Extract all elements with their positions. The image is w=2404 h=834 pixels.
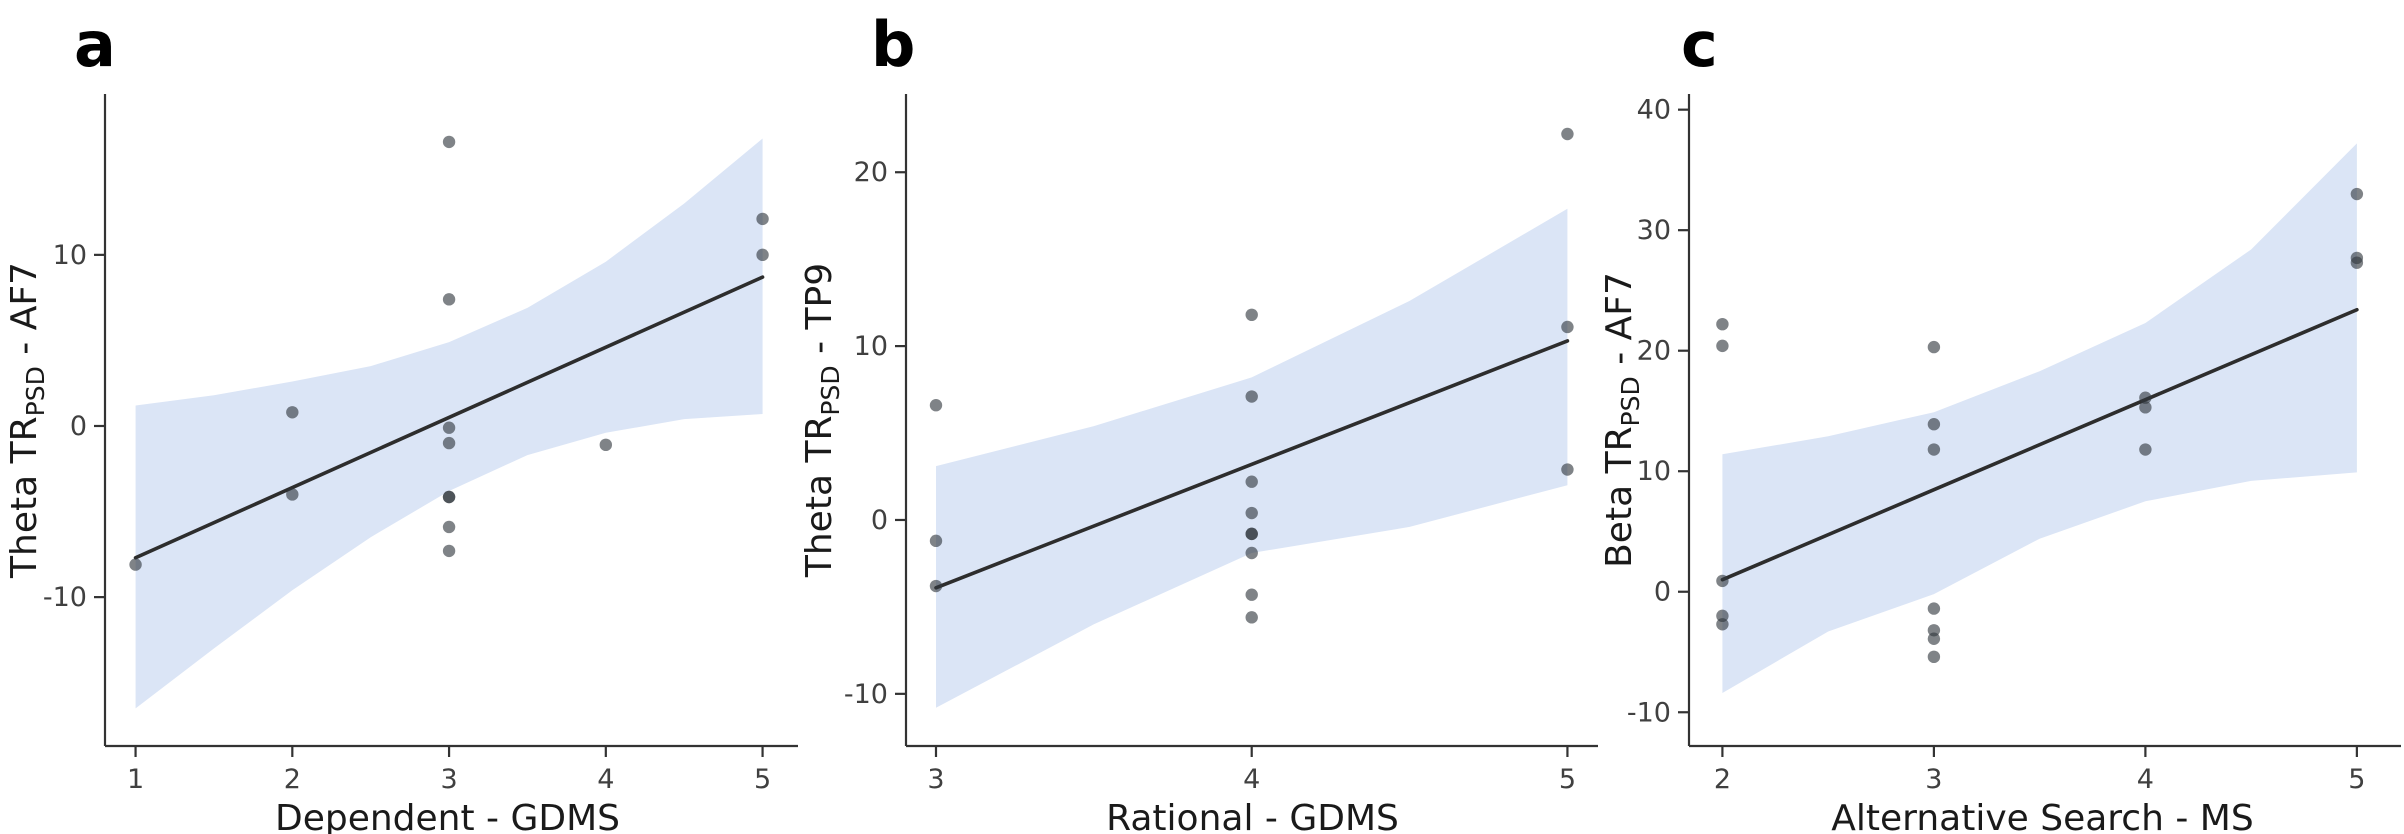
panel-b: 3 4 5 -10 0 10 20 Rational - GDMS Theta TRPSD - … [801,0,1601,834]
y-tick-label: -10 [1627,697,1671,728]
data-point [1245,546,1258,560]
x-axis-title: Dependent - GDMS [275,798,620,834]
data-point [442,490,456,504]
x-tick-label: 5 [1559,764,1576,795]
data-point [2139,401,2152,414]
regression-line [1720,307,2359,582]
y-tick-label: 0 [871,505,888,536]
data-point [286,406,299,419]
y-tick-label: 10 [1637,456,1671,487]
confidence-band [936,208,1568,708]
data-point [929,399,943,412]
scatter-chart-a: 1 2 3 4 5 -10 0 10 Dependent - GDMS Theta TRPSD -… [4,8,798,834]
data-point [1716,574,1729,588]
confidence-band [1722,143,2357,693]
x-tick-label: 2 [284,764,301,795]
data-point [1561,463,1574,476]
data-point [2350,187,2364,201]
data-point [1927,340,1941,354]
panel-a: 1 2 3 4 5 -10 0 10 Dependent - GDMS Theta TRPSD -… [0,0,801,834]
data-point [1561,127,1574,141]
panel-letter: b [871,8,915,81]
data-point [442,436,456,450]
data-point [1245,588,1258,601]
data-point [1245,390,1258,403]
x-tick-label: 3 [1925,764,1942,795]
x-tick-label: 4 [1243,764,1260,795]
y-tick-label: 0 [1654,577,1671,608]
data-point [1245,308,1258,322]
data-point [1245,475,1258,488]
data-point [2350,256,2364,269]
data-point [1927,650,1941,664]
y-tick-label: -10 [43,582,87,613]
data-point [442,544,456,558]
x-tick-label: 5 [2348,764,2365,795]
y-tick-label: 0 [70,411,87,442]
data-point [1927,632,1941,645]
y-axis-title: Theta TRPSD - AF7 [4,262,50,579]
data-point [1561,320,1574,334]
data-point [1245,506,1258,520]
data-point [1245,611,1258,624]
y-axis-title-subscript: PSD [816,365,845,415]
data-point [599,438,613,452]
data-point [442,520,456,534]
data-point [1245,527,1258,541]
x-axis-title: Rational - GDMS [1106,798,1399,834]
y-axis-title: Theta TRPSD - TP9 [801,263,845,578]
data-point [442,421,456,434]
y-tick-label: -10 [844,679,888,710]
data-point [2139,391,2152,404]
regression-line [934,339,1570,590]
y-axis-title-subscript: PSD [1616,376,1645,426]
y-axis-title: Beta TRPSD - AF7 [1601,272,1645,568]
scatter-chart-b: 3 4 5 -10 0 10 20 Rational - GDMS Theta TRPSD - … [801,8,1598,834]
panel-letter: a [74,8,116,81]
data-point [756,212,769,226]
x-axis-title: Alternative Search - MS [1831,798,2253,834]
x-tick-label: 4 [2137,764,2154,795]
y-tick-label: 30 [1637,215,1671,246]
x-tick-label: 4 [597,764,614,795]
data-point [1927,602,1941,615]
data-point [442,293,456,306]
y-tick-label: 20 [1637,336,1671,367]
y-tick-label: 20 [854,157,888,188]
data-point [1927,418,1941,431]
data-point [1716,317,1729,331]
regression-line [133,275,765,560]
y-axis-title-subscript: PSD [21,366,50,416]
x-tick-label: 1 [127,764,144,795]
panel-letter: c [1681,8,1718,81]
data-point [756,248,769,262]
data-point [2139,443,2152,456]
x-tick-label: 5 [754,764,771,795]
data-point [286,488,299,501]
y-tick-label: 10 [53,240,87,271]
scatter-chart-c: 2 3 4 5 -10 0 10 20 30 40 Alternative Search - MS B… [1601,8,2401,834]
x-tick-label: 2 [1714,764,1731,795]
panel-c: 2 3 4 5 -10 0 10 20 30 40 Alternative Search - MS B… [1601,0,2404,834]
x-tick-label: 3 [927,764,944,795]
data-point [442,135,456,149]
data-point [929,534,943,548]
y-tick-label: 40 [1637,95,1671,126]
data-point [129,558,142,571]
data-point [1716,339,1729,353]
data-point [1716,618,1729,631]
y-tick-label: 10 [854,331,888,362]
x-tick-label: 3 [440,764,457,795]
data-point [929,579,943,593]
data-point [1927,443,1941,456]
